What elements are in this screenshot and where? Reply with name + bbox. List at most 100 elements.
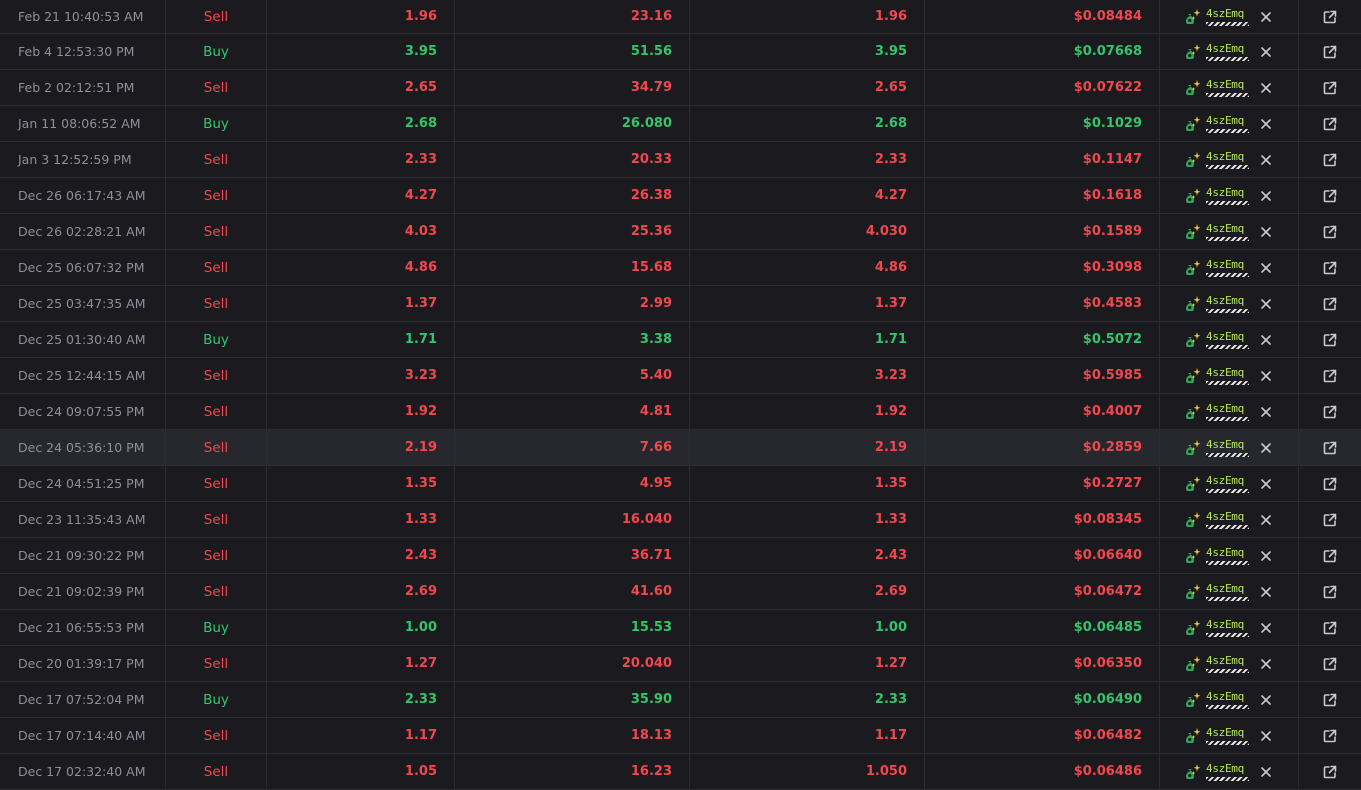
close-icon[interactable] [1259, 153, 1273, 167]
external-link-icon[interactable] [1322, 728, 1338, 744]
maker-address-text[interactable]: 4szEmq [1206, 509, 1244, 523]
external-link-icon[interactable] [1322, 620, 1338, 636]
trade-amount: 2.33 [267, 142, 455, 177]
maker-address[interactable]: 4szEmq [1206, 545, 1249, 565]
maker-address-text[interactable]: 4szEmq [1206, 329, 1244, 343]
maker-address[interactable]: 4szEmq [1206, 437, 1249, 457]
maker-address-text[interactable]: 4szEmq [1206, 221, 1244, 235]
external-link-icon[interactable] [1322, 404, 1338, 420]
maker-address-text[interactable]: 4szEmq [1206, 437, 1244, 451]
maker-address-text[interactable]: 4szEmq [1206, 689, 1244, 703]
external-link-icon[interactable] [1322, 332, 1338, 348]
maker-address-text[interactable]: 4szEmq [1206, 185, 1244, 199]
money-bag-sparkle-icon [1182, 474, 1202, 494]
close-icon[interactable] [1259, 297, 1273, 311]
maker-address-text[interactable]: 4szEmq [1206, 41, 1244, 55]
close-icon[interactable] [1259, 477, 1273, 491]
trade-tokens: 20.040 [455, 646, 690, 681]
external-link-icon[interactable] [1322, 116, 1338, 132]
maker-address[interactable]: 4szEmq [1206, 221, 1249, 241]
close-icon[interactable] [1259, 765, 1273, 779]
maker-address-text[interactable]: 4szEmq [1206, 473, 1244, 487]
external-link-icon[interactable] [1322, 692, 1338, 708]
close-icon[interactable] [1259, 81, 1273, 95]
maker-address[interactable]: 4szEmq [1206, 725, 1249, 745]
maker-address-text[interactable]: 4szEmq [1206, 293, 1244, 307]
close-icon[interactable] [1259, 657, 1273, 671]
maker-address-text[interactable]: 4szEmq [1206, 545, 1244, 559]
maker-address[interactable]: 4szEmq [1206, 365, 1249, 385]
maker-address[interactable]: 4szEmq [1206, 509, 1249, 529]
close-icon[interactable] [1259, 189, 1273, 203]
external-link-icon[interactable] [1322, 512, 1338, 528]
maker-address[interactable]: 4szEmq [1206, 113, 1249, 133]
external-link-icon[interactable] [1322, 476, 1338, 492]
link-cell [1299, 538, 1361, 573]
maker-address[interactable]: 4szEmq [1206, 77, 1249, 97]
close-icon[interactable] [1259, 45, 1273, 59]
external-link-icon[interactable] [1322, 296, 1338, 312]
maker-address[interactable]: 4szEmq [1206, 761, 1249, 781]
trade-date: Dec 20 01:39:17 PM [0, 646, 166, 681]
maker-address[interactable]: 4szEmq [1206, 41, 1249, 61]
close-icon[interactable] [1259, 261, 1273, 275]
external-link-icon[interactable] [1322, 152, 1338, 168]
close-icon[interactable] [1259, 333, 1273, 347]
maker-address[interactable]: 4szEmq [1206, 293, 1249, 313]
close-icon[interactable] [1259, 585, 1273, 599]
external-link-icon[interactable] [1322, 584, 1338, 600]
maker-address-text[interactable]: 4szEmq [1206, 77, 1244, 91]
maker-address[interactable]: 4szEmq [1206, 473, 1249, 493]
link-cell [1299, 646, 1361, 681]
maker-address[interactable]: 4szEmq [1206, 689, 1249, 709]
external-link-icon[interactable] [1322, 188, 1338, 204]
external-link-icon[interactable] [1322, 224, 1338, 240]
trade-price: $0.5985 [925, 358, 1160, 393]
maker-address[interactable]: 4szEmq [1206, 401, 1249, 421]
external-link-icon[interactable] [1322, 44, 1338, 60]
close-icon[interactable] [1259, 729, 1273, 743]
external-link-icon[interactable] [1322, 548, 1338, 564]
trade-amount: 1.35 [267, 466, 455, 501]
maker-address-text[interactable]: 4szEmq [1206, 6, 1244, 20]
maker-address-text[interactable]: 4szEmq [1206, 365, 1244, 379]
maker-address-text[interactable]: 4szEmq [1206, 149, 1244, 163]
external-link-icon[interactable] [1322, 260, 1338, 276]
external-link-icon[interactable] [1322, 440, 1338, 456]
close-icon[interactable] [1259, 117, 1273, 131]
maker-address-text[interactable]: 4szEmq [1206, 761, 1244, 775]
close-icon[interactable] [1259, 369, 1273, 383]
external-link-icon[interactable] [1322, 656, 1338, 672]
maker-address[interactable]: 4szEmq [1206, 617, 1249, 637]
external-link-icon[interactable] [1322, 764, 1338, 780]
link-cell [1299, 142, 1361, 177]
maker-address[interactable]: 4szEmq [1206, 653, 1249, 673]
maker-address[interactable]: 4szEmq [1206, 257, 1249, 277]
external-link-icon[interactable] [1322, 368, 1338, 384]
link-cell [1299, 0, 1361, 33]
maker-address[interactable]: 4szEmq [1206, 6, 1249, 26]
maker-address-text[interactable]: 4szEmq [1206, 257, 1244, 271]
close-icon[interactable] [1259, 10, 1273, 24]
close-icon[interactable] [1259, 693, 1273, 707]
maker-address-text[interactable]: 4szEmq [1206, 401, 1244, 415]
maker-address-text[interactable]: 4szEmq [1206, 113, 1244, 127]
maker-address-text[interactable]: 4szEmq [1206, 653, 1244, 667]
close-icon[interactable] [1259, 225, 1273, 239]
maker-address-text[interactable]: 4szEmq [1206, 617, 1244, 631]
close-icon[interactable] [1259, 621, 1273, 635]
external-link-icon[interactable] [1322, 9, 1338, 25]
trade-price: $0.1029 [925, 106, 1160, 141]
close-icon[interactable] [1259, 441, 1273, 455]
maker-address[interactable]: 4szEmq [1206, 581, 1249, 601]
maker-address-text[interactable]: 4szEmq [1206, 725, 1244, 739]
external-link-icon[interactable] [1322, 80, 1338, 96]
close-icon[interactable] [1259, 513, 1273, 527]
maker-cell: 4szEmq [1160, 214, 1299, 249]
close-icon[interactable] [1259, 549, 1273, 563]
maker-address-text[interactable]: 4szEmq [1206, 581, 1244, 595]
maker-address[interactable]: 4szEmq [1206, 329, 1249, 349]
maker-address[interactable]: 4szEmq [1206, 149, 1249, 169]
maker-address[interactable]: 4szEmq [1206, 185, 1249, 205]
close-icon[interactable] [1259, 405, 1273, 419]
